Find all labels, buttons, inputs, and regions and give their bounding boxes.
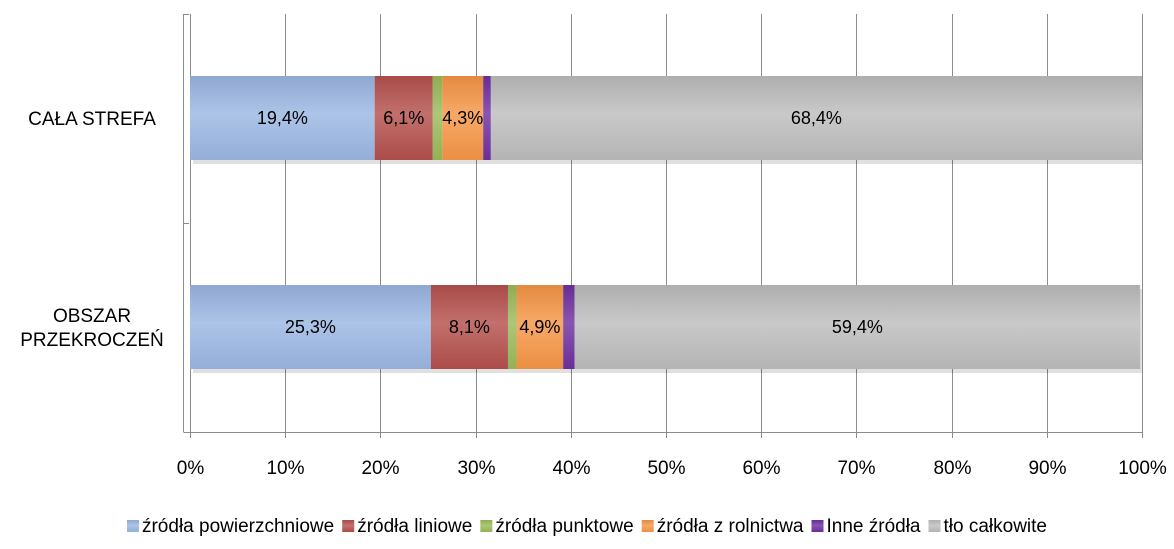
bar-segment — [432, 76, 443, 160]
x-tick-label: 50% — [647, 458, 685, 479]
bar-segment — [190, 285, 431, 369]
bar-segment — [483, 76, 491, 160]
x-tick-label: 0% — [177, 458, 205, 479]
data-label: 6,1% — [383, 108, 424, 128]
bar-segment — [190, 76, 375, 160]
bar-segment — [374, 76, 433, 160]
legend-swatch — [641, 520, 654, 532]
data-label: 4,3% — [442, 108, 483, 128]
legend-swatch — [126, 520, 139, 532]
x-tick-label: 70% — [837, 458, 875, 479]
legend-label: źródła z rolnictwa — [657, 516, 804, 537]
data-label: 8,1% — [449, 317, 490, 337]
x-tick-label: 30% — [457, 458, 495, 479]
legend-item: tło całkowite — [928, 516, 1048, 537]
legend-label: źródła powierzchniowe — [142, 516, 334, 537]
legend-label: Inne źródła — [826, 516, 920, 537]
bar-segment — [516, 285, 564, 369]
x-tick-label: 60% — [742, 458, 780, 479]
category-label: CAŁA STREFA — [28, 109, 156, 130]
bars: 19,4% 6,1% 4,3% 68,4% 25,3% 8,1% 4,9% 59,4% — [190, 76, 1142, 373]
legend-label: źródła punktowe — [495, 516, 633, 537]
category-label: OBSZAR PRZEKROCZEŃ — [20, 306, 164, 351]
legend-swatch — [928, 520, 941, 532]
axes: 0% 10% 20% 30% 40% 50% 60% 70% 80% 90% 100% CAŁA ST… — [20, 14, 1167, 479]
legend-item: źródła powierzchniowe — [126, 516, 334, 537]
x-tick-label: 10% — [266, 458, 304, 479]
legend-item: Inne źródła — [811, 516, 921, 537]
x-tick-label: 90% — [1028, 458, 1066, 479]
legend-item: źródła z rolnictwa — [641, 516, 804, 537]
bar-segment — [442, 76, 484, 160]
data-label: 4,9% — [519, 317, 560, 337]
x-tick-label: 100% — [1118, 458, 1167, 479]
data-label: 19,4% — [257, 108, 308, 128]
legend-item: źródła punktowe — [480, 516, 634, 537]
legend-item: źródła liniowe — [342, 516, 472, 537]
bar-segment — [430, 285, 508, 369]
x-tick-label: 20% — [361, 458, 399, 479]
bar-segment — [507, 285, 517, 369]
legend-label: tło całkowite — [944, 516, 1048, 537]
legend-label: źródła liniowe — [357, 516, 472, 537]
x-tick-label: 80% — [933, 458, 971, 479]
bar-segment — [574, 285, 1141, 369]
bar-segment — [490, 76, 1142, 160]
legend-swatch — [811, 520, 824, 532]
x-tick-label: 40% — [552, 458, 590, 479]
data-label: 25,3% — [285, 317, 336, 337]
bar-segment — [563, 285, 575, 369]
legend-swatch — [342, 520, 355, 532]
data-label: 68,4% — [791, 108, 842, 128]
data-label: 59,4% — [832, 317, 883, 337]
legend-swatch — [480, 520, 493, 532]
legend: źródła powierzchniowe źródła liniowe źródł… — [126, 516, 1048, 537]
